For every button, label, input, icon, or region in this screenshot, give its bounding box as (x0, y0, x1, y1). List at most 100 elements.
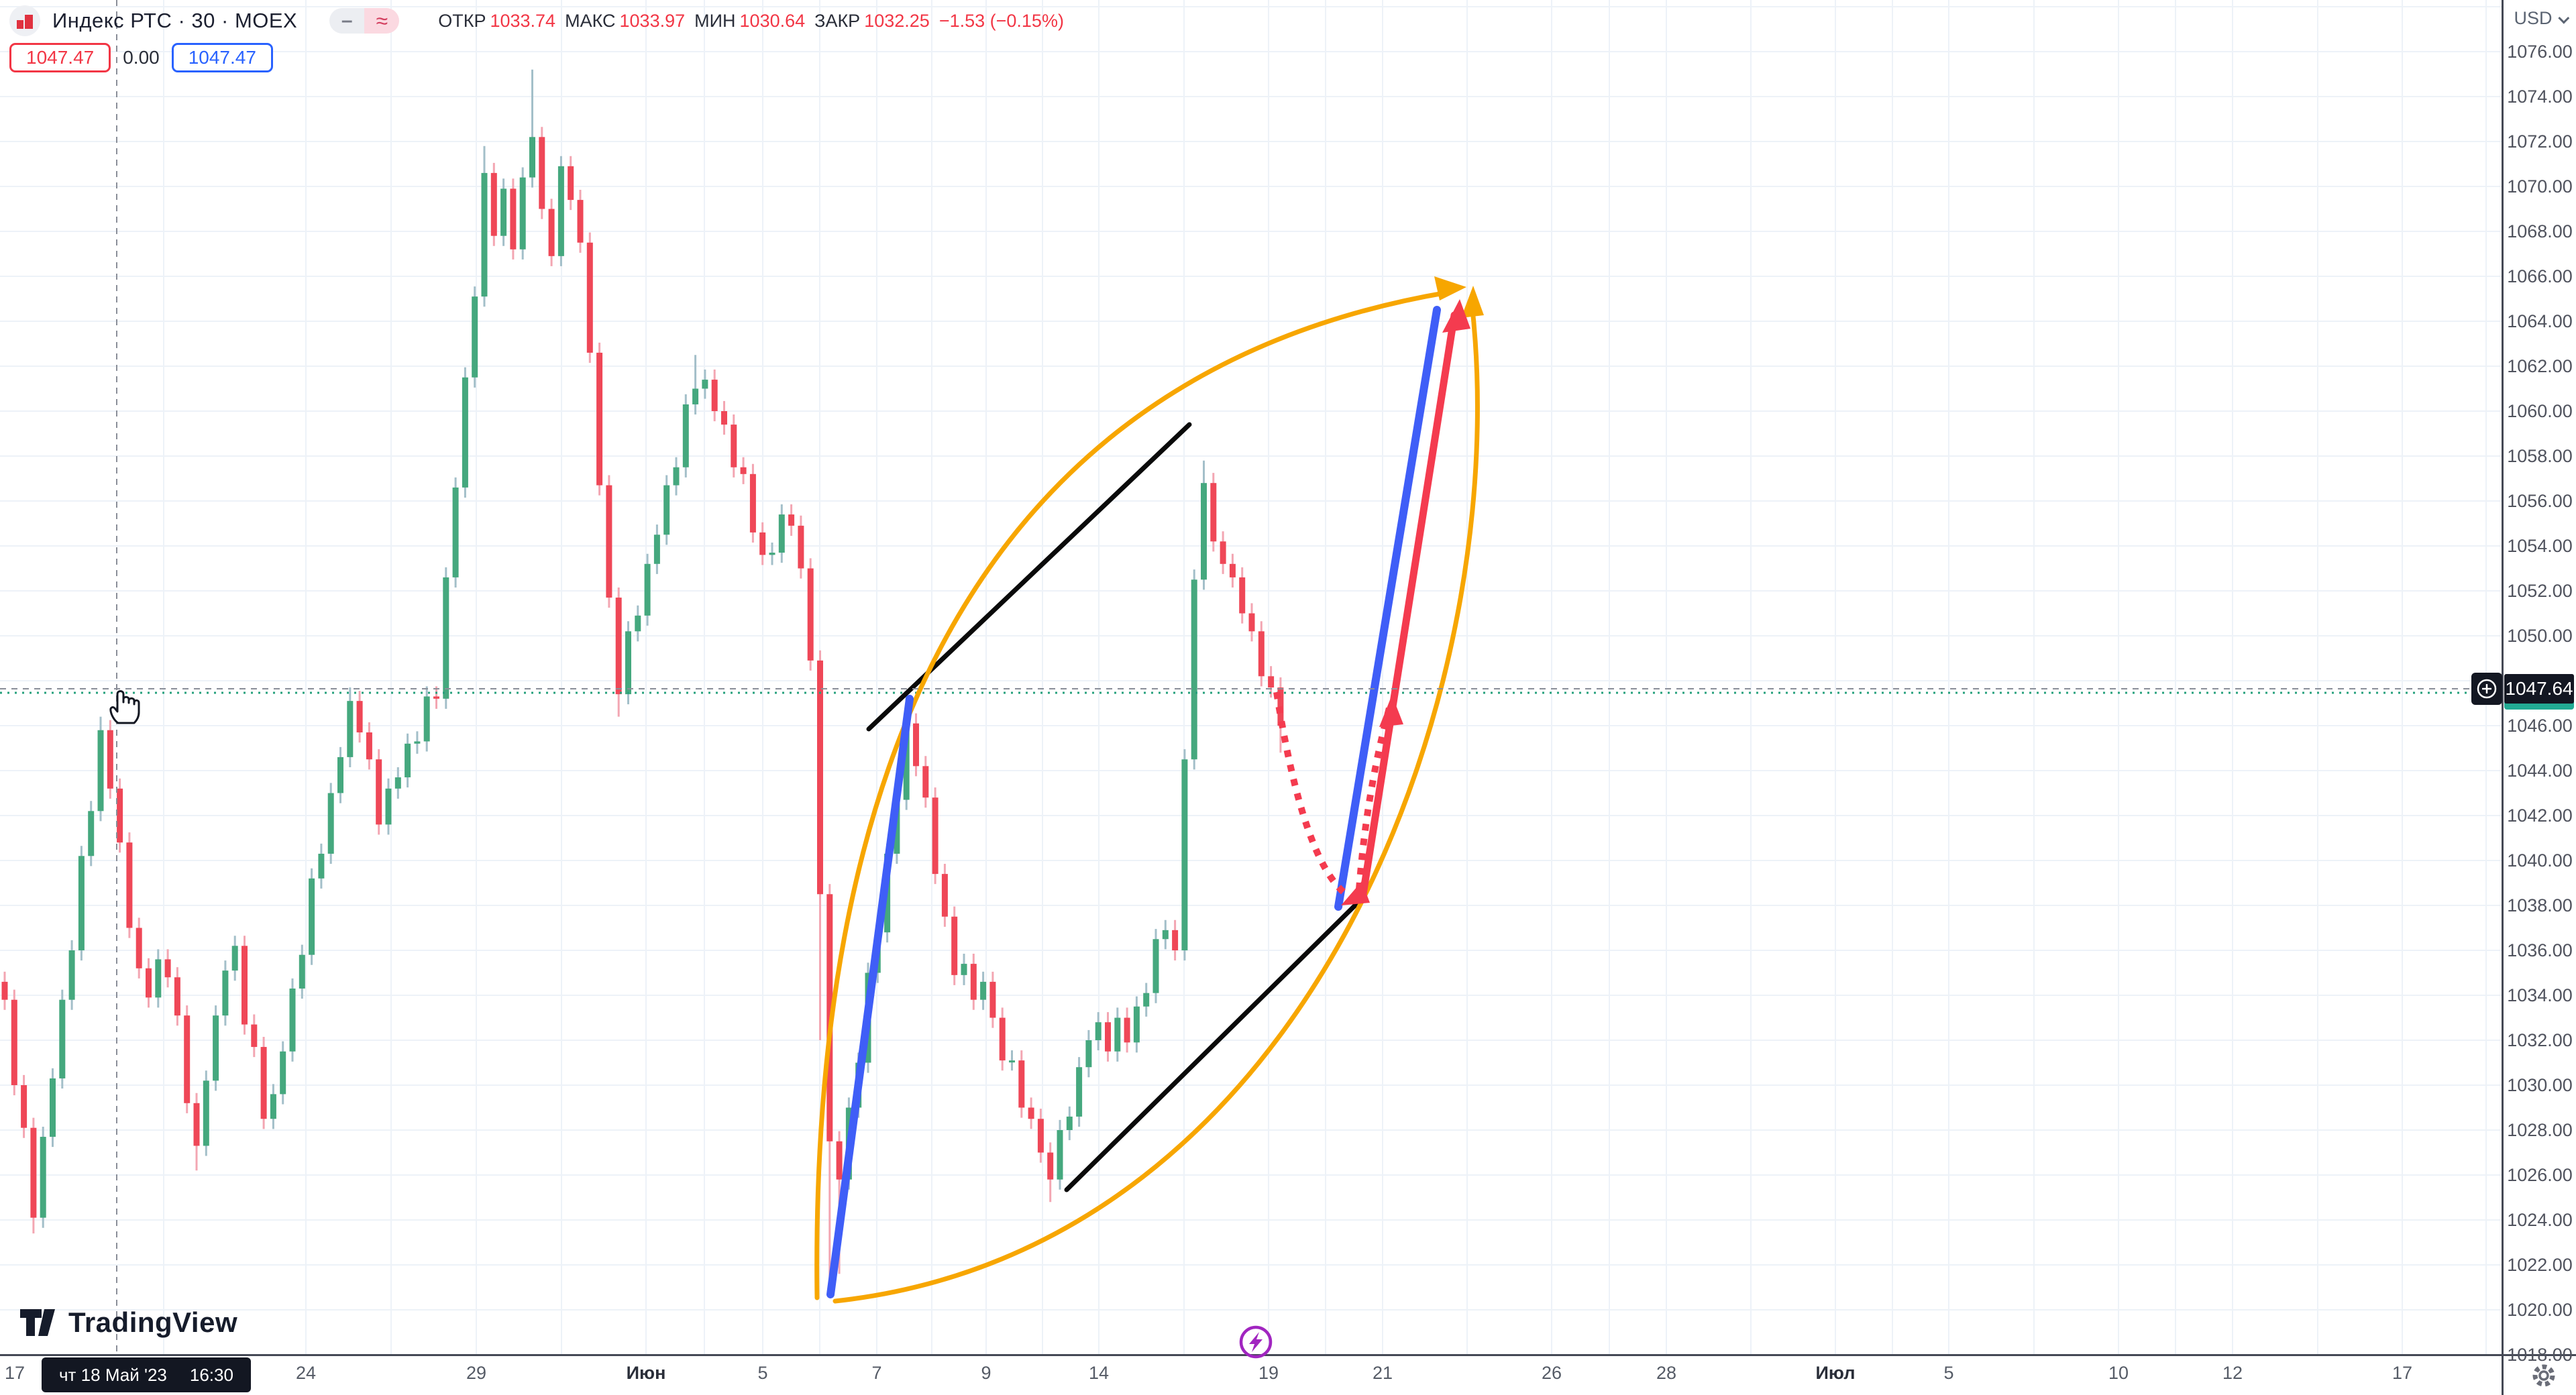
price-tick: 1072.00 (2507, 131, 2573, 152)
symbol-title[interactable]: Индекс РТС · 30 · MOEX (52, 9, 298, 32)
time-tick: 19 (1258, 1363, 1279, 1383)
open-value: 1033.74 (490, 10, 556, 31)
axis-settings-button[interactable] (2524, 1359, 2564, 1392)
time-tick: 14 (1088, 1363, 1110, 1383)
candle (692, 388, 699, 404)
candle (366, 732, 372, 760)
candle (1152, 939, 1159, 993)
time-tick: 21 (1372, 1363, 1393, 1383)
chevron-down-icon (2557, 12, 2569, 24)
approx-icon[interactable]: ≈ (364, 8, 400, 34)
chart-plot-area[interactable] (0, 0, 2502, 1354)
candle (136, 928, 142, 968)
change-value: −1.53 (−0.15%) (938, 10, 1064, 31)
alert-price-blue[interactable]: 1047.47 (171, 43, 273, 72)
candle (586, 242, 593, 353)
lightning-mode-button[interactable] (1237, 1323, 1275, 1361)
candle (1028, 1107, 1034, 1119)
candle (405, 743, 411, 778)
candle (1258, 631, 1265, 677)
gear-icon (2532, 1364, 2555, 1387)
candle (913, 723, 919, 767)
add-alert-button[interactable] (2471, 673, 2502, 705)
lens-left-arrowhead (1434, 276, 1466, 300)
candle (731, 425, 737, 467)
candle (174, 977, 180, 1016)
price-tick: 1046.00 (2507, 716, 2573, 736)
candle (30, 1127, 37, 1218)
candle (107, 730, 113, 789)
tradingview-watermark[interactable]: TradingView (19, 1305, 237, 1340)
lens-right-arc (833, 300, 1480, 1304)
time-tick: 5 (757, 1363, 768, 1383)
red-arrow (1359, 311, 1458, 898)
candle (1210, 483, 1217, 542)
candle (309, 878, 315, 955)
market-status-pill[interactable]: – ≈ (329, 8, 400, 34)
candle (635, 615, 641, 632)
red-arrowhead (1442, 299, 1470, 333)
currency-selector[interactable]: USD (2504, 8, 2576, 29)
tradingview-logo-icon (20, 1309, 55, 1336)
minus-icon[interactable]: – (329, 8, 365, 34)
candle (443, 577, 449, 699)
price-tick: 1064.00 (2507, 311, 2573, 331)
price-tick: 1070.00 (2507, 176, 2573, 197)
price-tick: 1050.00 (2507, 626, 2573, 646)
candle (423, 696, 430, 742)
candle (347, 701, 354, 757)
candle (702, 380, 708, 389)
candle (251, 1024, 258, 1048)
price-tick: 1068.00 (2507, 221, 2573, 241)
candle (213, 1015, 219, 1081)
candle (663, 485, 670, 535)
candle (299, 954, 305, 989)
candle (596, 352, 603, 486)
candle (231, 946, 238, 971)
time-tick: 17 (2392, 1363, 2413, 1383)
candle (1201, 483, 1207, 580)
candle (164, 959, 171, 978)
hand-cursor-icon (109, 690, 140, 724)
price-tick: 1044.00 (2507, 761, 2573, 781)
candle (472, 296, 478, 378)
candle (11, 999, 17, 1085)
crosshair-time: 16:30 (189, 1364, 233, 1385)
ohlc-readout: ОТКР 1033.74 МАКС 1033.97 МИН 1030.64 ЗА… (438, 11, 1064, 32)
price-tick: 1038.00 (2507, 895, 2573, 915)
candle (980, 981, 987, 1000)
price-tick: 1022.00 (2507, 1255, 2573, 1275)
crosshair-price-label: 1047.64 (2504, 674, 2574, 704)
candle (807, 568, 814, 661)
candle (1095, 1022, 1102, 1040)
price-tick: 1052.00 (2507, 581, 2573, 601)
blue-arrow (1334, 306, 1441, 911)
candle (68, 950, 75, 1000)
price-tick: 1036.00 (2507, 940, 2573, 960)
time-tick: 29 (466, 1363, 487, 1383)
price-axis-border (2502, 0, 2504, 1395)
red-dotted-arrow (1273, 691, 1348, 896)
symbol-header[interactable]: Индекс РТС · 30 · MOEX – ≈ ОТКР 1033.74 … (9, 5, 1064, 36)
candle (941, 874, 948, 917)
lens-right-arrowhead (1461, 286, 1484, 318)
price-tick: 1056.00 (2507, 491, 2573, 511)
crosshair-date: чт 18 Май '23 (59, 1364, 167, 1385)
red-dotted-arrow (1356, 704, 1393, 890)
candle (894, 799, 900, 854)
candle (376, 759, 382, 825)
close-label: ЗАКР (814, 10, 861, 31)
time-tick: 24 (295, 1363, 317, 1383)
candle (1009, 1060, 1015, 1063)
candle (510, 188, 517, 249)
candle (433, 696, 439, 699)
candle (625, 631, 631, 695)
lens-left-arc (814, 290, 1450, 1300)
time-axis[interactable]: чт 18 Май '23 16:30 17 24 29 Июн 5 7 9 14 19 21 26… (0, 1356, 2502, 1395)
price-tick: 1020.00 (2507, 1300, 2573, 1320)
alert-price-red[interactable]: 1047.47 (9, 43, 111, 72)
tradingview-watermark-text: TradingView (68, 1306, 238, 1338)
candle (452, 487, 459, 577)
trendline (866, 422, 1192, 732)
red-dotted-arrowhead (1379, 695, 1403, 727)
